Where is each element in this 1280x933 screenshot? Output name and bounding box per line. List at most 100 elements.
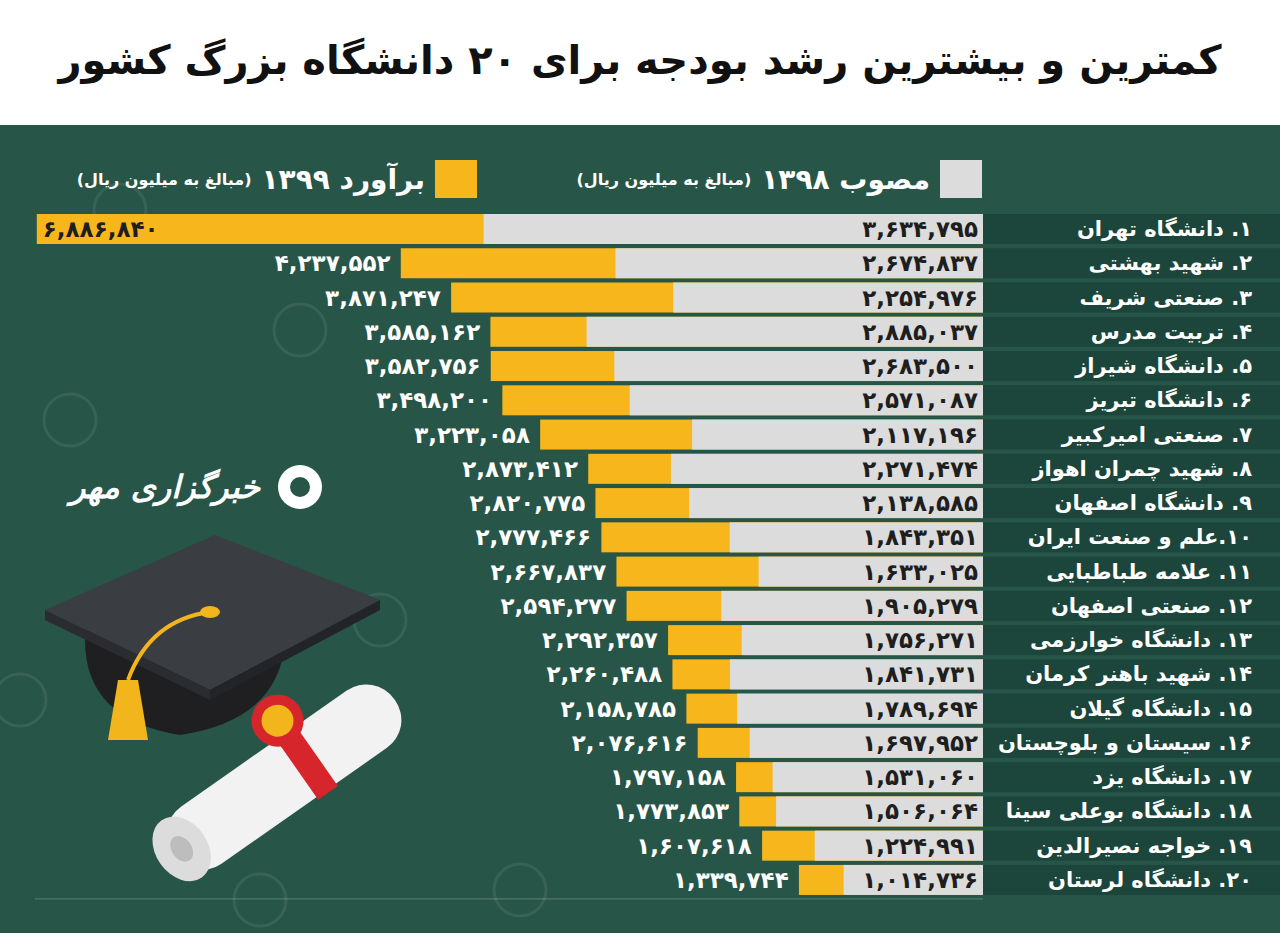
bar xyxy=(616,248,983,278)
data-label: ۳,۴۹۸,۲۰۰ xyxy=(376,385,492,415)
bar xyxy=(815,831,983,861)
bar xyxy=(730,659,983,689)
data-label: ۲,۶۸۳,۵۰۰ xyxy=(862,351,978,381)
legend-label: مصوب ۱۳۹۸ xyxy=(761,163,930,196)
data-label: ۳,۸۷۱,۲۴۷ xyxy=(325,283,441,313)
category-label: ۱۹. خواجه نصیرالدین xyxy=(1036,831,1252,861)
category-label: ۱۲. صنعتی اصفهان xyxy=(1051,591,1252,621)
bar xyxy=(540,420,983,450)
illustration xyxy=(45,535,416,895)
diploma-end xyxy=(165,832,197,866)
category-cell xyxy=(983,865,1280,895)
legend-entry: مصوب ۱۳۹۸ (مبالغ به میلیون ریال) xyxy=(577,158,982,200)
data-label: ۳,۶۳۴,۷۹۵ xyxy=(862,214,978,244)
cap-board xyxy=(45,535,380,690)
bar xyxy=(630,385,983,415)
data-label: ۳,۵۸۵,۱۶۲ xyxy=(364,317,480,347)
diploma-roll xyxy=(153,671,414,883)
data-label: ۱,۵۰۶,۰۶۴ xyxy=(862,796,978,826)
data-label: ۱,۶۹۷,۹۵۲ xyxy=(862,728,978,758)
category-label: ۵. دانشگاه شیراز xyxy=(1075,351,1252,381)
category-label: ۶. دانشگاه تبریز xyxy=(1086,385,1252,415)
bar xyxy=(742,625,983,655)
bar xyxy=(736,762,983,792)
bar xyxy=(491,351,983,381)
data-label: ۲,۶۷۴,۸۳۷ xyxy=(862,248,978,278)
bar xyxy=(739,796,983,826)
category-label: ۱۶. سیستان و بلوچستان xyxy=(998,728,1252,758)
data-label: ۲,۱۳۸,۵۸۵ xyxy=(862,488,978,518)
tassel-button xyxy=(200,606,220,618)
data-label: ۱,۰۱۴,۷۳۶ xyxy=(862,865,978,895)
bar xyxy=(686,694,983,724)
tassel-cord xyxy=(128,612,210,680)
category-cell xyxy=(983,317,1280,347)
diploma-end xyxy=(140,805,223,892)
bg-icon xyxy=(494,864,546,916)
bg-icon xyxy=(234,874,286,926)
bar xyxy=(401,248,983,278)
category-cell xyxy=(983,659,1280,689)
data-label: ۱,۸۴۱,۷۳۱ xyxy=(862,659,978,689)
bar xyxy=(588,454,983,484)
bg-icon xyxy=(0,674,46,726)
bar xyxy=(490,317,983,347)
legend-swatch xyxy=(940,160,982,198)
bg-icon xyxy=(44,394,96,446)
data-label: ۲,۷۷۷,۴۶۶ xyxy=(475,522,591,552)
bar xyxy=(672,659,983,689)
data-label: ۱,۷۹۷,۱۵۸ xyxy=(610,762,726,792)
legend-note: (مبالغ به میلیون ریال) xyxy=(577,170,752,189)
category-cell xyxy=(983,591,1280,621)
category-label: ۱۴. شهید باهنر کرمان xyxy=(1025,659,1252,689)
title: کمترین و بیشترین رشد بودجه برای ۲۰ دانشگ… xyxy=(0,0,1280,125)
data-label: ۱,۷۸۹,۶۹۴ xyxy=(862,694,978,724)
logo-mark xyxy=(278,465,322,509)
data-label: ۲,۰۷۶,۶۱۶ xyxy=(572,728,688,758)
category-cell xyxy=(983,694,1280,724)
bar xyxy=(773,762,983,792)
source-logo: خبرگزاری مهر xyxy=(70,462,260,512)
data-label: ۱,۹۰۵,۲۷۹ xyxy=(862,591,978,621)
category-label: ۹. دانشگاه اصفهان xyxy=(1055,488,1252,518)
bar xyxy=(730,522,983,552)
data-label: ۲,۱۵۸,۷۸۵ xyxy=(560,694,676,724)
bg-icon xyxy=(274,304,326,356)
category-cell xyxy=(983,488,1280,518)
category-label: ۱۰.علم و صنعت ایران xyxy=(1028,522,1252,552)
bar xyxy=(451,283,983,313)
chart-root: کمترین و بیشترین رشد بودجه برای ۲۰ دانشگ… xyxy=(0,0,1280,933)
bar xyxy=(595,488,983,518)
category-label: ۲. شهید بهشتی xyxy=(1088,248,1252,278)
category-label: ۱۷. دانشگاه یزد xyxy=(1092,762,1252,792)
category-cell xyxy=(983,557,1280,587)
bar xyxy=(502,385,983,415)
category-cell xyxy=(983,248,1280,278)
category-cell xyxy=(983,454,1280,484)
category-cell xyxy=(983,214,1280,244)
bar xyxy=(692,420,983,450)
bar xyxy=(721,591,983,621)
data-label: ۲,۸۲۰,۷۷۵ xyxy=(469,488,585,518)
bar xyxy=(614,351,983,381)
category-label: ۱۵. دانشگاه گیلان xyxy=(1069,694,1252,724)
category-cell xyxy=(983,420,1280,450)
data-label: ۲,۲۶۰,۴۸۸ xyxy=(546,659,662,689)
data-label: ۱,۶۰۷,۶۱۸ xyxy=(636,831,752,861)
category-cell xyxy=(983,522,1280,552)
bar xyxy=(737,694,983,724)
category-label: ۱۸. دانشگاه بوعلی سینا xyxy=(1006,796,1252,826)
category-cell xyxy=(983,762,1280,792)
category-label: ۱۱. علامه طباطبایی xyxy=(1046,557,1252,587)
header-bg xyxy=(0,0,1280,125)
bar xyxy=(776,796,983,826)
data-label: ۱,۸۴۳,۳۵۱ xyxy=(862,522,978,552)
bar xyxy=(671,454,983,484)
bar xyxy=(616,557,983,587)
legend-note: (مبالغ به میلیون ریال) xyxy=(77,170,252,189)
category-label: ۱. دانشگاه تهران xyxy=(1077,214,1252,244)
cap-edge xyxy=(210,600,380,700)
category-cell xyxy=(983,831,1280,861)
data-label: ۲,۲۷۱,۴۷۴ xyxy=(862,454,978,484)
data-label: ۲,۱۱۷,۱۹۶ xyxy=(862,420,978,450)
